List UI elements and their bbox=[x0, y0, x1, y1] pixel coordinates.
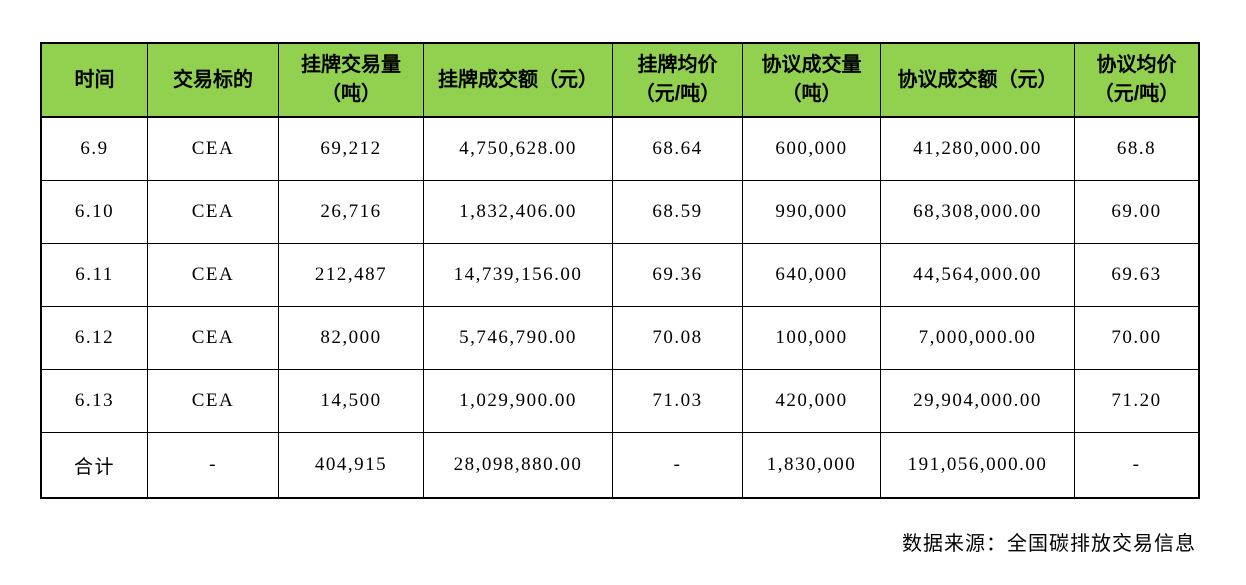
table-cell: 14,500 bbox=[279, 370, 424, 433]
table-cell: 6.9 bbox=[42, 118, 148, 181]
table-cell: 70.08 bbox=[613, 307, 743, 370]
column-header-otc-turnover: 协议成交额（元） bbox=[881, 44, 1075, 118]
table-cell: 29,904,000.00 bbox=[881, 370, 1075, 433]
table-cell: 990,000 bbox=[743, 181, 881, 244]
table-cell: 212,487 bbox=[279, 244, 424, 307]
table-cell: CEA bbox=[148, 181, 279, 244]
table-cell: CEA bbox=[148, 370, 279, 433]
table-cell: 69.00 bbox=[1075, 181, 1198, 244]
table-cell: - bbox=[613, 433, 743, 497]
table-cell: CEA bbox=[148, 307, 279, 370]
table-cell: 68.8 bbox=[1075, 118, 1198, 181]
table-cell: 69.63 bbox=[1075, 244, 1198, 307]
column-header-otc-volume: 协议成交量 （吨） bbox=[743, 44, 881, 118]
table-cell: CEA bbox=[148, 244, 279, 307]
table-cell: 640,000 bbox=[743, 244, 881, 307]
table-cell: 6.13 bbox=[42, 370, 148, 433]
table-cell: 82,000 bbox=[279, 307, 424, 370]
table-cell: 71.03 bbox=[613, 370, 743, 433]
total-row-label: 合计 bbox=[42, 433, 148, 497]
table-cell: 6.10 bbox=[42, 181, 148, 244]
column-header-listed-turnover: 挂牌成交额（元） bbox=[424, 44, 613, 118]
table-cell: 420,000 bbox=[743, 370, 881, 433]
table-cell: 68,308,000.00 bbox=[881, 181, 1075, 244]
table-cell: 100,000 bbox=[743, 307, 881, 370]
column-header-time: 时间 bbox=[42, 44, 148, 118]
table-cell: 68.64 bbox=[613, 118, 743, 181]
table-cell: 44,564,000.00 bbox=[881, 244, 1075, 307]
table-cell: 26,716 bbox=[279, 181, 424, 244]
data-source-note: 数据来源：全国碳排放交易信息 bbox=[902, 533, 1196, 555]
table-cell: 4,750,628.00 bbox=[424, 118, 613, 181]
table-cell: 600,000 bbox=[743, 118, 881, 181]
carbon-trading-table: 时间 交易标的 挂牌交易量 （吨） 挂牌成交额（元） 挂牌均价 （元/吨） 协议… bbox=[40, 42, 1200, 499]
column-header-listed-avg-price: 挂牌均价 （元/吨） bbox=[613, 44, 743, 118]
table-cell: - bbox=[148, 433, 279, 497]
table-cell: 69,212 bbox=[279, 118, 424, 181]
table-cell: 68.59 bbox=[613, 181, 743, 244]
table-cell: 28,098,880.00 bbox=[424, 433, 613, 497]
table-cell: - bbox=[1132, 454, 1141, 475]
table-cell: 1,830,000 bbox=[743, 433, 881, 497]
column-header-otc-avg-price: 协议均价 （元/吨） bbox=[1075, 44, 1198, 118]
table-cell: 191,056,000.00 bbox=[881, 433, 1075, 497]
table-cell: 6.11 bbox=[42, 244, 148, 307]
table-cell: 14,739,156.00 bbox=[424, 244, 613, 307]
table-cell: 6.12 bbox=[42, 307, 148, 370]
table-cell: 7,000,000.00 bbox=[881, 307, 1075, 370]
table-cell: 404,915 bbox=[279, 433, 424, 497]
table-cell: 69.36 bbox=[613, 244, 743, 307]
table-cell: 1,029,900.00 bbox=[424, 370, 613, 433]
table-cell: CEA bbox=[148, 118, 279, 181]
table-cell: 5,746,790.00 bbox=[424, 307, 613, 370]
table-cell: 41,280,000.00 bbox=[881, 118, 1075, 181]
table-cell: 1,832,406.00 bbox=[424, 181, 613, 244]
table-cell: 71.20 bbox=[1075, 370, 1198, 433]
column-header-listed-volume: 挂牌交易量 （吨） bbox=[279, 44, 424, 118]
table-cell: 70.00 bbox=[1075, 307, 1198, 370]
column-header-instrument: 交易标的 bbox=[148, 44, 279, 118]
